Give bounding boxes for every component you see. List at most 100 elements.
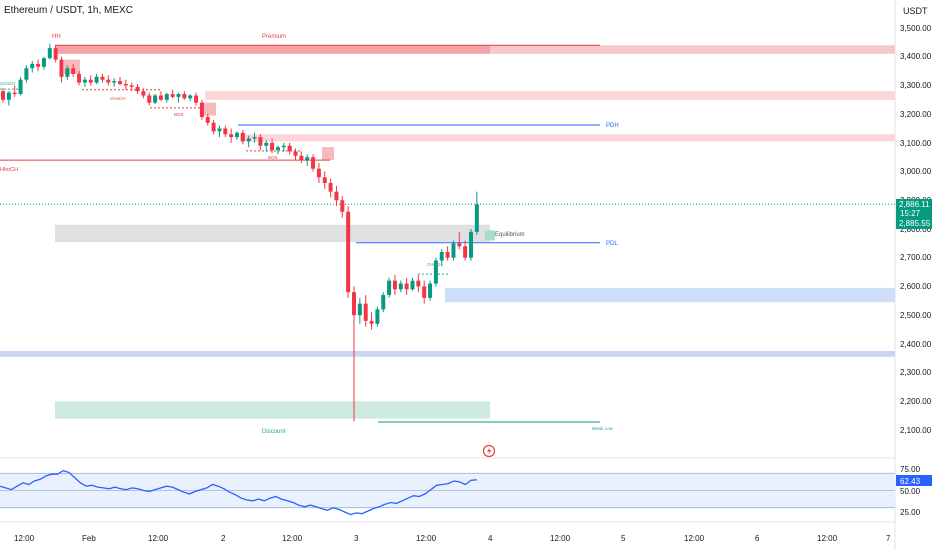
chart-title: Ethereum / USDT, 1h, MEXC	[4, 5, 133, 16]
choch-left-label: CHoCH	[0, 81, 16, 86]
demand-zone-2	[0, 351, 895, 357]
countdown-value: 15:27	[900, 209, 921, 218]
candle-body	[41, 58, 46, 67]
candle-body	[416, 280, 421, 287]
time-tick: 2	[221, 534, 226, 543]
candle-body	[445, 251, 450, 258]
equilibrium-label: Equilibrium	[495, 232, 525, 238]
choch-mid-label: CHoCH	[110, 96, 126, 101]
hhoch-label: HhoCH	[0, 167, 18, 173]
candle-body	[100, 76, 105, 80]
candle-body	[281, 145, 286, 148]
time-tick: 7	[886, 534, 891, 543]
weak-low-label: Weak Low	[592, 426, 614, 431]
time-axis[interactable]: 12:00 Feb 12:00 2 12:00 3 12:00 4 12:00 …	[14, 534, 891, 543]
lightning-icon[interactable]	[482, 444, 496, 458]
candle-body	[211, 122, 216, 132]
candle-body	[240, 132, 245, 142]
candle-body	[94, 76, 99, 83]
rsi-tick: 50.00	[900, 487, 921, 496]
demand-zone	[445, 287, 895, 303]
candle-body	[275, 147, 280, 151]
candle-body	[369, 320, 374, 324]
indicator-axis[interactable]: 75.00 50.00 25.00 62.43	[896, 465, 932, 517]
candle-body	[305, 157, 310, 161]
price-tick: 2,800.00	[900, 225, 932, 234]
price-tick: 2,500.00	[900, 311, 932, 320]
price-tick: 3,200.00	[900, 110, 932, 119]
price-tick: 2,400.00	[900, 340, 932, 349]
choch-right-label: CHoCH	[427, 262, 443, 267]
discount-label: Discount	[262, 429, 286, 435]
time-tick: 6	[755, 534, 760, 543]
candle-body	[65, 68, 70, 77]
pdl-label: PDL	[606, 241, 618, 247]
candle-body	[135, 86, 140, 92]
price-tick: 3,300.00	[900, 81, 932, 90]
bos-label-1: BOS	[174, 112, 184, 117]
candle-body	[24, 68, 29, 80]
candle-body	[398, 283, 403, 290]
candle-body	[334, 191, 339, 201]
candle-body	[205, 117, 210, 123]
time-tick: 12:00	[282, 534, 303, 543]
candle-body	[158, 95, 163, 100]
candle-body	[352, 292, 356, 316]
candle-body	[217, 128, 222, 132]
candle-body	[293, 151, 298, 156]
price-axis[interactable]: 3,500.00 3,400.00 3,300.00 3,200.00 3,10…	[900, 24, 932, 435]
order-block	[322, 147, 334, 161]
candle-body	[311, 157, 316, 169]
candle-body	[118, 81, 122, 84]
candle-body	[270, 142, 275, 151]
rsi-tick: 25.00	[900, 508, 921, 517]
candle-body	[82, 79, 87, 83]
hh-label: HH	[52, 34, 61, 40]
candle-body	[153, 95, 158, 103]
candle-body	[59, 59, 64, 77]
candle-body	[404, 283, 409, 290]
candle-body	[170, 94, 175, 97]
candle-body	[112, 81, 117, 83]
last-price-value: 2,886.11	[899, 200, 930, 209]
rsi-tick: 75.00	[900, 465, 921, 474]
candle-body	[316, 168, 321, 178]
time-tick: Feb	[82, 534, 96, 543]
candle-body	[18, 79, 23, 95]
last-price-badge: 2,886.11 15:27 2,885.55	[896, 199, 932, 229]
time-tick: 12:00	[550, 534, 571, 543]
candle-body	[457, 243, 462, 247]
candle-body	[188, 95, 193, 99]
time-tick: 12:00	[817, 534, 838, 543]
candle-body	[433, 260, 438, 284]
candle-body	[439, 251, 444, 261]
candle-body	[258, 137, 263, 146]
time-tick: 12:00	[14, 534, 35, 543]
candle-body	[77, 73, 82, 83]
candle-body	[164, 94, 169, 100]
time-tick: 5	[621, 534, 626, 543]
time-tick: 12:00	[148, 534, 169, 543]
time-tick: 12:00	[684, 534, 705, 543]
candle-body	[176, 94, 181, 97]
price-tick: 3,500.00	[900, 24, 932, 33]
candle-body	[246, 138, 251, 142]
rsi-current-value: 62.43	[900, 477, 921, 486]
candle-body	[223, 128, 228, 135]
candle-body	[106, 79, 111, 83]
candle-body	[141, 91, 146, 96]
bid-value: 2,885.55	[899, 219, 931, 228]
currency-label: USDT	[903, 6, 928, 16]
candle-body	[252, 137, 257, 139]
candle-body	[375, 309, 380, 324]
candle-body	[469, 231, 473, 258]
price-tick: 2,200.00	[900, 397, 932, 406]
candle-body	[71, 68, 76, 74]
candle-body	[322, 177, 327, 184]
candle-body	[340, 200, 345, 212]
time-tick: 12:00	[416, 534, 437, 543]
rsi-line	[0, 469, 477, 516]
candle-body	[357, 303, 362, 316]
